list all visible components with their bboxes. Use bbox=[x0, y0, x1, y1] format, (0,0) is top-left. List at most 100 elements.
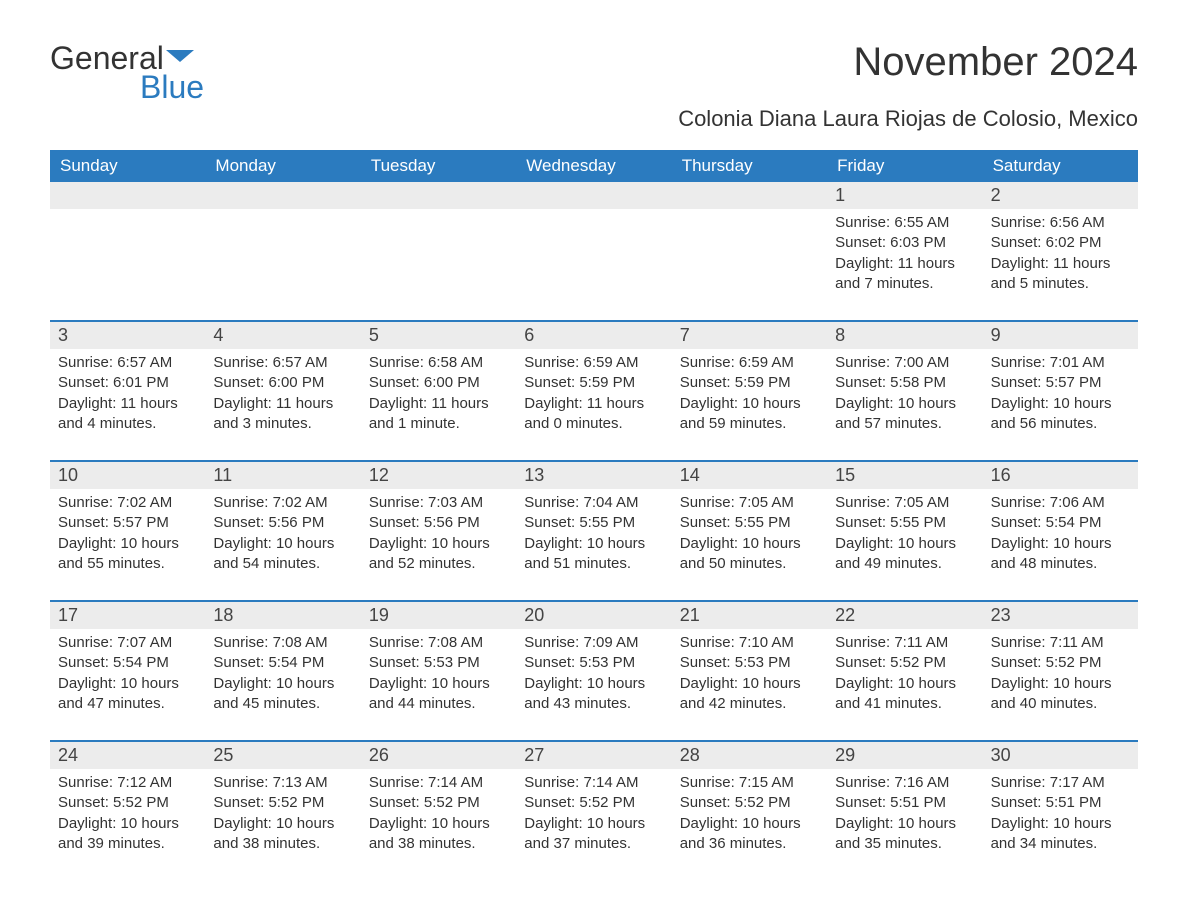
day-body: Sunrise: 7:11 AMSunset: 5:52 PMDaylight:… bbox=[983, 629, 1138, 722]
calendar: Sunday Monday Tuesday Wednesday Thursday… bbox=[50, 150, 1138, 862]
daylight-text: Daylight: 10 hours and 52 minutes. bbox=[369, 534, 508, 575]
sunrise-text: Sunrise: 6:57 AM bbox=[58, 353, 197, 373]
day-number: 10 bbox=[50, 462, 205, 489]
daylight-text: Daylight: 10 hours and 47 minutes. bbox=[58, 674, 197, 715]
day-cell: 24Sunrise: 7:12 AMSunset: 5:52 PMDayligh… bbox=[50, 742, 205, 862]
day-number: 5 bbox=[361, 322, 516, 349]
day-number bbox=[50, 182, 205, 209]
day-cell bbox=[672, 182, 827, 302]
day-cell: 19Sunrise: 7:08 AMSunset: 5:53 PMDayligh… bbox=[361, 602, 516, 722]
day-number: 8 bbox=[827, 322, 982, 349]
day-body: Sunrise: 7:05 AMSunset: 5:55 PMDaylight:… bbox=[827, 489, 982, 582]
day-cell: 20Sunrise: 7:09 AMSunset: 5:53 PMDayligh… bbox=[516, 602, 671, 722]
daylight-text: Daylight: 11 hours and 0 minutes. bbox=[524, 394, 663, 435]
dow-mon: Monday bbox=[205, 150, 360, 182]
sunrise-text: Sunrise: 7:05 AM bbox=[680, 493, 819, 513]
day-number: 26 bbox=[361, 742, 516, 769]
sunset-text: Sunset: 5:59 PM bbox=[524, 373, 663, 393]
day-body: Sunrise: 6:59 AMSunset: 5:59 PMDaylight:… bbox=[516, 349, 671, 442]
day-body: Sunrise: 7:07 AMSunset: 5:54 PMDaylight:… bbox=[50, 629, 205, 722]
day-body bbox=[516, 209, 671, 221]
sunset-text: Sunset: 5:52 PM bbox=[58, 793, 197, 813]
sunrise-text: Sunrise: 7:04 AM bbox=[524, 493, 663, 513]
day-cell: 18Sunrise: 7:08 AMSunset: 5:54 PMDayligh… bbox=[205, 602, 360, 722]
sunrise-text: Sunrise: 6:55 AM bbox=[835, 213, 974, 233]
day-number: 18 bbox=[205, 602, 360, 629]
sunrise-text: Sunrise: 6:59 AM bbox=[680, 353, 819, 373]
day-number: 1 bbox=[827, 182, 982, 209]
day-cell: 11Sunrise: 7:02 AMSunset: 5:56 PMDayligh… bbox=[205, 462, 360, 582]
dow-sat: Saturday bbox=[983, 150, 1138, 182]
day-body: Sunrise: 7:14 AMSunset: 5:52 PMDaylight:… bbox=[516, 769, 671, 862]
day-cell: 21Sunrise: 7:10 AMSunset: 5:53 PMDayligh… bbox=[672, 602, 827, 722]
day-number: 12 bbox=[361, 462, 516, 489]
sunrise-text: Sunrise: 7:08 AM bbox=[213, 633, 352, 653]
day-cell: 27Sunrise: 7:14 AMSunset: 5:52 PMDayligh… bbox=[516, 742, 671, 862]
day-number: 27 bbox=[516, 742, 671, 769]
day-body: Sunrise: 7:15 AMSunset: 5:52 PMDaylight:… bbox=[672, 769, 827, 862]
sunrise-text: Sunrise: 7:10 AM bbox=[680, 633, 819, 653]
daylight-text: Daylight: 10 hours and 51 minutes. bbox=[524, 534, 663, 575]
daylight-text: Daylight: 10 hours and 40 minutes. bbox=[991, 674, 1130, 715]
daylight-text: Daylight: 11 hours and 1 minute. bbox=[369, 394, 508, 435]
daylight-text: Daylight: 10 hours and 35 minutes. bbox=[835, 814, 974, 855]
sunset-text: Sunset: 5:55 PM bbox=[680, 513, 819, 533]
month-title: November 2024 bbox=[853, 40, 1138, 85]
day-number: 19 bbox=[361, 602, 516, 629]
day-number: 15 bbox=[827, 462, 982, 489]
day-number: 21 bbox=[672, 602, 827, 629]
day-body: Sunrise: 7:09 AMSunset: 5:53 PMDaylight:… bbox=[516, 629, 671, 722]
day-number: 29 bbox=[827, 742, 982, 769]
sunrise-text: Sunrise: 7:11 AM bbox=[991, 633, 1130, 653]
daylight-text: Daylight: 11 hours and 3 minutes. bbox=[213, 394, 352, 435]
day-cell: 29Sunrise: 7:16 AMSunset: 5:51 PMDayligh… bbox=[827, 742, 982, 862]
day-body: Sunrise: 7:08 AMSunset: 5:54 PMDaylight:… bbox=[205, 629, 360, 722]
day-body: Sunrise: 7:04 AMSunset: 5:55 PMDaylight:… bbox=[516, 489, 671, 582]
daylight-text: Daylight: 10 hours and 34 minutes. bbox=[991, 814, 1130, 855]
sunrise-text: Sunrise: 7:17 AM bbox=[991, 773, 1130, 793]
sunset-text: Sunset: 6:03 PM bbox=[835, 233, 974, 253]
daylight-text: Daylight: 10 hours and 43 minutes. bbox=[524, 674, 663, 715]
sunrise-text: Sunrise: 7:14 AM bbox=[524, 773, 663, 793]
day-body: Sunrise: 7:03 AMSunset: 5:56 PMDaylight:… bbox=[361, 489, 516, 582]
day-body bbox=[672, 209, 827, 221]
day-body: Sunrise: 7:08 AMSunset: 5:53 PMDaylight:… bbox=[361, 629, 516, 722]
sunrise-text: Sunrise: 7:02 AM bbox=[213, 493, 352, 513]
day-number: 9 bbox=[983, 322, 1138, 349]
day-body: Sunrise: 6:56 AMSunset: 6:02 PMDaylight:… bbox=[983, 209, 1138, 302]
sunset-text: Sunset: 5:59 PM bbox=[680, 373, 819, 393]
daylight-text: Daylight: 11 hours and 4 minutes. bbox=[58, 394, 197, 435]
dow-tue: Tuesday bbox=[361, 150, 516, 182]
dow-wed: Wednesday bbox=[516, 150, 671, 182]
daylight-text: Daylight: 10 hours and 44 minutes. bbox=[369, 674, 508, 715]
sunset-text: Sunset: 5:52 PM bbox=[369, 793, 508, 813]
sunset-text: Sunset: 5:55 PM bbox=[524, 513, 663, 533]
sunset-text: Sunset: 6:02 PM bbox=[991, 233, 1130, 253]
day-cell: 28Sunrise: 7:15 AMSunset: 5:52 PMDayligh… bbox=[672, 742, 827, 862]
day-body: Sunrise: 6:55 AMSunset: 6:03 PMDaylight:… bbox=[827, 209, 982, 302]
sunset-text: Sunset: 5:53 PM bbox=[369, 653, 508, 673]
sunrise-text: Sunrise: 7:16 AM bbox=[835, 773, 974, 793]
sunrise-text: Sunrise: 7:12 AM bbox=[58, 773, 197, 793]
sunset-text: Sunset: 5:51 PM bbox=[991, 793, 1130, 813]
sunrise-text: Sunrise: 7:00 AM bbox=[835, 353, 974, 373]
sunset-text: Sunset: 5:52 PM bbox=[213, 793, 352, 813]
daylight-text: Daylight: 10 hours and 42 minutes. bbox=[680, 674, 819, 715]
day-cell: 22Sunrise: 7:11 AMSunset: 5:52 PMDayligh… bbox=[827, 602, 982, 722]
daylight-text: Daylight: 10 hours and 38 minutes. bbox=[213, 814, 352, 855]
week-row: 24Sunrise: 7:12 AMSunset: 5:52 PMDayligh… bbox=[50, 740, 1138, 862]
day-cell: 14Sunrise: 7:05 AMSunset: 5:55 PMDayligh… bbox=[672, 462, 827, 582]
dow-fri: Friday bbox=[827, 150, 982, 182]
day-number: 11 bbox=[205, 462, 360, 489]
day-body: Sunrise: 7:05 AMSunset: 5:55 PMDaylight:… bbox=[672, 489, 827, 582]
daylight-text: Daylight: 10 hours and 38 minutes. bbox=[369, 814, 508, 855]
week-row: 10Sunrise: 7:02 AMSunset: 5:57 PMDayligh… bbox=[50, 460, 1138, 582]
day-number bbox=[361, 182, 516, 209]
day-number: 23 bbox=[983, 602, 1138, 629]
sunset-text: Sunset: 5:52 PM bbox=[991, 653, 1130, 673]
day-body: Sunrise: 7:00 AMSunset: 5:58 PMDaylight:… bbox=[827, 349, 982, 442]
daylight-text: Daylight: 10 hours and 37 minutes. bbox=[524, 814, 663, 855]
day-body: Sunrise: 7:06 AMSunset: 5:54 PMDaylight:… bbox=[983, 489, 1138, 582]
day-cell: 9Sunrise: 7:01 AMSunset: 5:57 PMDaylight… bbox=[983, 322, 1138, 442]
day-cell: 10Sunrise: 7:02 AMSunset: 5:57 PMDayligh… bbox=[50, 462, 205, 582]
